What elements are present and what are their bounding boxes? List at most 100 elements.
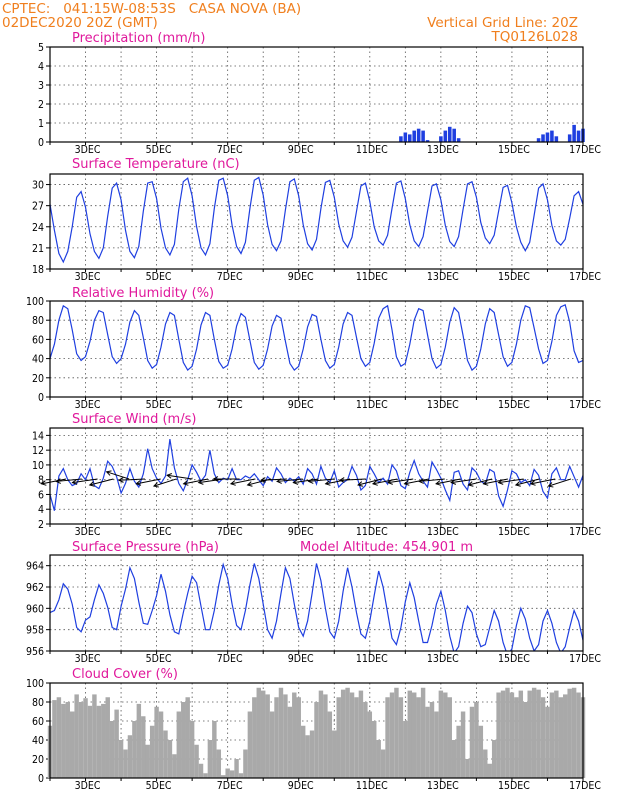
cloud-column	[389, 692, 395, 778]
wind-arrow	[167, 474, 193, 480]
cloud-ytick-label: 60	[32, 716, 44, 728]
pres-xtick-label: 17DEC	[569, 653, 601, 665]
precip-bar	[425, 140, 430, 142]
cloud-column	[123, 749, 128, 778]
wind-arrow-head	[40, 480, 47, 486]
wind-ytick-label: 12	[32, 445, 44, 457]
temp-xtick-label: 17DEC	[569, 271, 601, 283]
cloud-column	[127, 735, 133, 778]
wind-arrow-head	[166, 473, 172, 479]
wind-arrow-head	[135, 480, 142, 486]
cloud-column	[176, 711, 182, 778]
humidity-panel: Relative Humidity (%) 0 20 40 60 80 100 3DEC 5D…	[26, 286, 601, 411]
wind-ytick-label: 4	[38, 504, 44, 516]
cloud-column	[563, 694, 568, 778]
temp-xtick-label: 15DEC	[498, 271, 530, 283]
wind-arrow-head	[467, 481, 474, 487]
cloud-column	[145, 744, 150, 778]
precip-xtick-label: 9DEC	[288, 144, 314, 156]
cloud-ytick-label: 100	[26, 678, 44, 690]
temp-xtick-label: 9DEC	[288, 271, 314, 283]
wind-ytick-label: 6	[38, 489, 44, 501]
rh-xtick-label: 3DEC	[75, 399, 101, 411]
cloud-column	[336, 697, 341, 778]
cloud-column	[78, 702, 84, 778]
precip-bar	[416, 128, 421, 142]
pressure-panel: Surface Pressure (hPa) Model Altitude: 4…	[26, 540, 601, 665]
cloud-column	[252, 697, 257, 778]
wind-arrow	[89, 478, 114, 486]
cloud-column	[518, 690, 524, 778]
cloud-column	[505, 687, 510, 778]
wind-arrow	[530, 478, 556, 485]
cloud-column	[167, 740, 173, 778]
cloud-column	[194, 744, 199, 778]
wind-arrow	[498, 478, 524, 484]
precip-bar	[541, 134, 545, 142]
cloud-column	[185, 697, 190, 778]
pres-ytick-label: 956	[26, 646, 44, 658]
pres-xtick-label: 7DEC	[217, 653, 243, 665]
precip-bar	[439, 136, 443, 142]
wind-arrow	[136, 478, 161, 485]
cloud-column	[61, 703, 66, 778]
header-run-date: 02DEC2020 20Z (GMT)	[2, 15, 158, 31]
cloud-cover-title: Cloud Cover (%)	[72, 667, 178, 682]
pres-frame	[49, 554, 584, 652]
cloud-column	[465, 759, 470, 778]
temp-ytick-label: 27	[32, 201, 44, 213]
precip-xtick-label: 15DEC	[498, 144, 530, 156]
cloud-column	[243, 749, 248, 778]
cloud-xtick-label: 17DEC	[569, 780, 601, 792]
wind-arrow	[198, 478, 224, 484]
pres-ytick-label: 964	[26, 561, 44, 573]
cloud-column	[198, 763, 204, 778]
header-vertical-grid: Vertical Grid Line: 20Z	[427, 15, 578, 31]
precip-bar	[452, 128, 456, 142]
cloud-xtick-label: 3DEC	[75, 780, 101, 792]
wind-arrow	[451, 478, 477, 484]
precip-bar	[545, 132, 550, 142]
cloud-column	[447, 697, 452, 778]
cloud-column	[229, 770, 235, 778]
rh-ytick-label: 60	[32, 334, 44, 346]
cloud-column	[536, 689, 541, 778]
cloud-column	[340, 689, 346, 778]
precip-bar	[421, 130, 425, 142]
wind-arrow	[72, 478, 98, 484]
cloud-column	[403, 721, 408, 778]
cloud-column	[154, 706, 159, 778]
cloud-column	[514, 697, 519, 778]
precip-xtick-label: 11DEC	[356, 144, 388, 156]
wind-title: Surface Wind (m/s)	[72, 412, 196, 427]
cloud-column	[367, 711, 373, 778]
wind-xtick-label: 9DEC	[288, 526, 314, 538]
wind-arrow-head	[117, 477, 124, 483]
rh-xtick-label: 7DEC	[217, 399, 243, 411]
wind-arrow-head	[246, 481, 253, 487]
cloud-ytick-label: 40	[32, 735, 44, 747]
cloud-column	[323, 694, 328, 778]
cloud-column	[478, 725, 484, 778]
wind-panel: Surface Wind (m/s) 2 4 6 8 10 12 14 3DEC 5DEC 7DE…	[32, 412, 601, 538]
wind-arrow-head	[357, 481, 364, 487]
cloud-column	[141, 716, 146, 778]
cloud-column	[345, 687, 350, 778]
precip-bar	[403, 132, 408, 142]
wind-arrow-head	[435, 480, 442, 486]
temp-ytick-label: 18	[32, 264, 44, 276]
cloud-column	[207, 740, 213, 778]
wind-arrow	[106, 471, 130, 480]
cloud-xtick-label: 9DEC	[288, 780, 314, 792]
cloud-column	[438, 690, 444, 778]
wind-arrow-head	[292, 479, 299, 485]
wind-arrow	[515, 478, 540, 486]
rh-ytick-label: 80	[32, 315, 44, 327]
wind-arrow-head	[514, 481, 521, 487]
humidity-title: Relative Humidity (%)	[72, 286, 214, 301]
cloud-column	[411, 692, 417, 778]
cloud-ytick-label: 80	[32, 697, 44, 709]
cloud-column	[469, 706, 475, 778]
precip-bar	[576, 130, 581, 142]
cloud-column	[460, 711, 466, 778]
